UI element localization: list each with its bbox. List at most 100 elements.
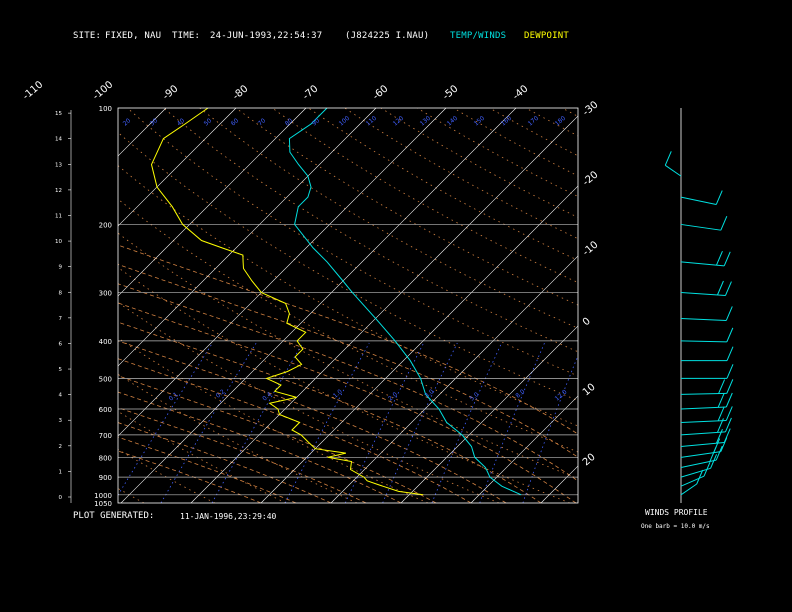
saturated-adiabat [118, 263, 578, 458]
dry-adiabat [344, 108, 578, 240]
theta-label: 180 [554, 115, 567, 128]
saturated-adiabat [118, 407, 367, 503]
pressure-label: 100 [99, 105, 112, 113]
dry-adiabat [525, 108, 578, 137]
saturated-adiabat [118, 321, 542, 503]
saturated-adiabat [118, 358, 472, 503]
wind-barb-flag [725, 306, 733, 321]
dry-adiabat [118, 165, 578, 427]
plot-generated-label: PLOT GENERATED: [73, 511, 155, 521]
wind-barb-shaft [680, 475, 705, 487]
wind-barb-shaft [680, 292, 726, 297]
mixing-ratio-line [284, 342, 370, 503]
legend-dewpoint: DEWPOINT [524, 31, 569, 41]
isobars-layer [118, 224, 578, 496]
dry-adiabat [380, 108, 578, 218]
wind-barb-flag [724, 417, 732, 433]
winds-barb-note: One barb = 10.0 m/s [641, 523, 710, 530]
mixing-ratio-label: 0.4 [261, 391, 273, 403]
theta-label: 140 [446, 115, 459, 128]
wind-barb-shaft [680, 317, 727, 321]
mixing-ratio-label: 0.2 [215, 388, 227, 400]
km-label: 6 [59, 341, 63, 347]
km-label: 12 [55, 188, 62, 194]
wind-barb-flag [724, 281, 732, 296]
isotherm-line [118, 108, 237, 227]
km-label: 4 [59, 393, 63, 399]
dry-adiabat [308, 108, 578, 261]
wind-barb-flag [715, 445, 723, 461]
pressure-label: 1050 [94, 500, 112, 508]
wind-barb-flag [726, 379, 734, 394]
km-label: 5 [59, 367, 63, 373]
dry-adiabat [118, 448, 216, 503]
isotherm-label: 0 [581, 316, 593, 329]
km-label: 10 [55, 239, 62, 245]
isotherm-label: 10 [581, 382, 598, 399]
mixing-ratio-line [118, 342, 213, 496]
dry-adiabat [118, 266, 570, 503]
isotherm-line [190, 115, 578, 503]
mixing-ratio-label: 5.0 [468, 391, 480, 403]
km-label: 7 [59, 316, 63, 322]
wind-barb-flag [715, 429, 723, 444]
wind-barb-flag [725, 392, 733, 408]
wind-barb-shaft [680, 406, 727, 410]
saturated-adiabat [118, 375, 437, 503]
wind-barb-shaft [680, 261, 725, 267]
pressure-label: 700 [99, 432, 112, 440]
dry-adiabat [271, 108, 578, 283]
wind-barb-flag [723, 428, 731, 443]
km-label: 3 [59, 418, 63, 424]
wind-barb-flag [726, 327, 734, 343]
isotherm-label: -20 [581, 169, 601, 188]
isotherm-label: -30 [581, 99, 601, 118]
isotherm-line [0, 108, 26, 503]
isotherm-line [118, 108, 307, 297]
dry-adiabat [118, 232, 578, 480]
mixing-ratio-label: 3.0 [424, 388, 436, 400]
wind-barb-flag [717, 393, 725, 408]
pressure-label: 400 [99, 338, 112, 346]
station-id: (J824225 I.NAU) [345, 31, 430, 41]
winds-profile-title: WINDS PROFILE [645, 508, 708, 517]
pressure-label: 600 [99, 406, 112, 414]
theta-label: 150 [473, 115, 486, 128]
isotherm-line [400, 325, 578, 503]
km-label: 9 [59, 265, 63, 271]
theta-label: 60 [230, 117, 240, 127]
wind-barb-shaft [680, 419, 727, 423]
isotherm-label: -100 [91, 79, 115, 102]
wind-barb-shaft [664, 164, 682, 177]
mixing-ratio-line [382, 342, 458, 503]
pressure-label: 300 [99, 290, 112, 298]
mixing-ratio-line [522, 354, 578, 503]
mixing-ratio-line [580, 343, 634, 503]
dry-adiabat [118, 301, 500, 503]
km-label: 8 [59, 290, 63, 296]
mixing-ratio-label: 2.0 [387, 391, 399, 403]
wind-barb-flag [725, 406, 733, 421]
wind-barb-shaft [680, 223, 721, 231]
wind-barb-shaft [680, 340, 727, 343]
saturated-adiabat [118, 422, 332, 503]
wind-barb-shaft [680, 442, 725, 447]
dry-adiabat [416, 108, 578, 197]
isotherm-line [118, 108, 377, 367]
mixing-ratio-label: 1.0 [332, 388, 344, 400]
dry-adiabat [118, 487, 145, 503]
saturated-adiabat [118, 436, 297, 503]
theta-label: 50 [203, 117, 213, 127]
wind-barb-flag [715, 250, 723, 266]
wind-barb-shaft [680, 467, 711, 478]
saturated-adiabat [118, 283, 578, 482]
site-label: SITE: [73, 31, 102, 41]
isotherm-line [611, 108, 792, 503]
isotherm-line [120, 108, 517, 503]
mixing-ratio-layer [118, 342, 634, 503]
km-label: 1 [59, 469, 63, 475]
km-label: 11 [55, 213, 62, 219]
km-label: 13 [55, 162, 62, 168]
isotherm-label: -40 [511, 83, 531, 102]
mixing-ratio-line [160, 342, 257, 503]
